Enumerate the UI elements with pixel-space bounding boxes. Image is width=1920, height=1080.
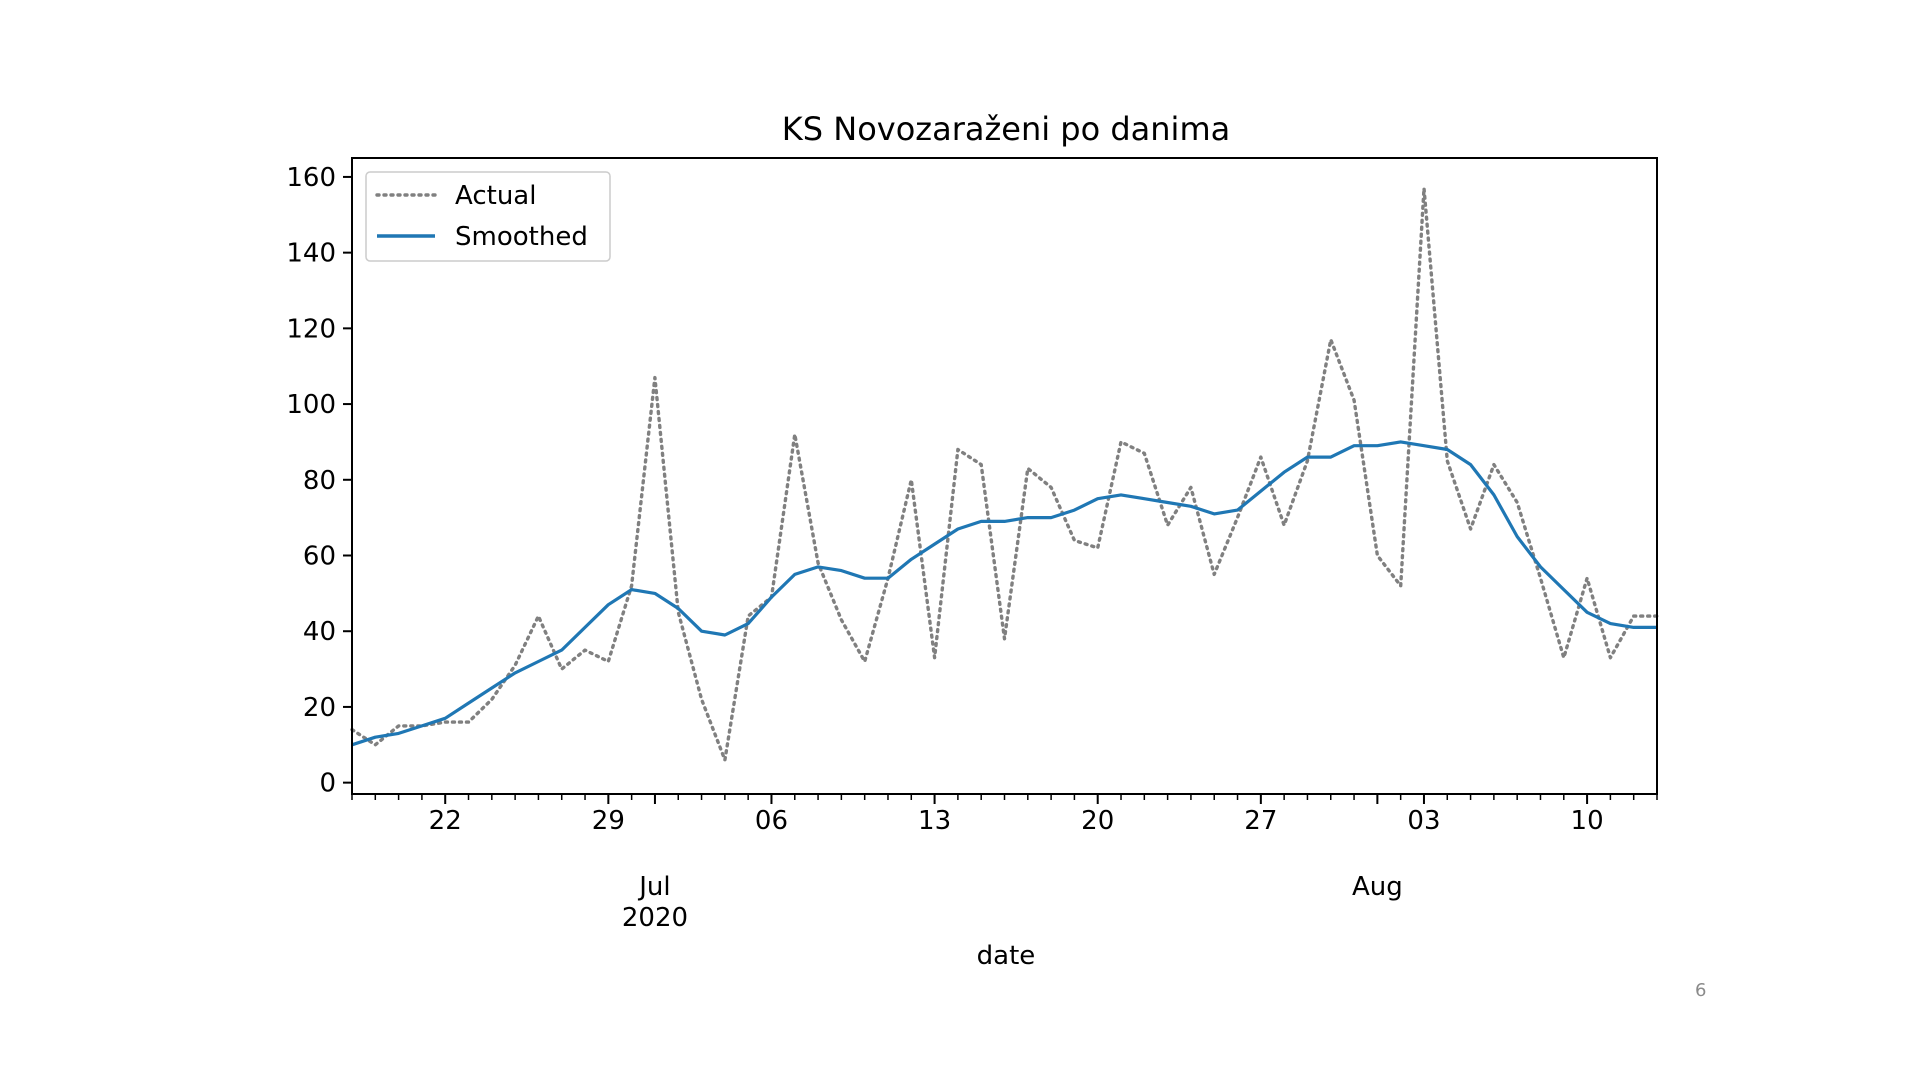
y-tick-label: 40 [303, 617, 336, 647]
page-number: 6 [1695, 980, 1707, 1001]
y-tick-label: 60 [303, 542, 336, 572]
legend-label-actual: Actual [455, 181, 536, 211]
x-tick-label: 22 [429, 806, 462, 836]
y-tick-label: 0 [319, 769, 336, 799]
y-tick-label: 140 [286, 239, 336, 269]
x-axis-label: date [977, 941, 1036, 971]
y-tick-label: 20 [303, 693, 336, 723]
x-tick-label: 06 [755, 806, 788, 836]
x-tick-label: 20 [1081, 806, 1114, 836]
legend: Actual Smoothed [365, 171, 611, 262]
y-tick-label: 100 [286, 390, 336, 420]
x-tick-label: 29 [592, 806, 625, 836]
x-month-label: Jul [637, 872, 670, 902]
x-tick-label: 13 [918, 806, 951, 836]
y-tick-label: 80 [303, 466, 336, 496]
x-month-label: Aug [1352, 872, 1403, 902]
chart-title: KS Novozaraženi po danima [782, 110, 1230, 148]
x-tick-label: 27 [1244, 806, 1277, 836]
series-line-smoothed [351, 440, 1657, 747]
y-tick-label: 120 [286, 314, 336, 344]
legend-label-smoothed: Smoothed [455, 222, 588, 252]
y-tick-label: 160 [286, 163, 336, 193]
x-year-label: 2020 [622, 903, 688, 933]
x-tick-label: 10 [1571, 806, 1604, 836]
series-line-actual [350, 186, 1659, 762]
x-tick-label: 03 [1407, 806, 1440, 836]
